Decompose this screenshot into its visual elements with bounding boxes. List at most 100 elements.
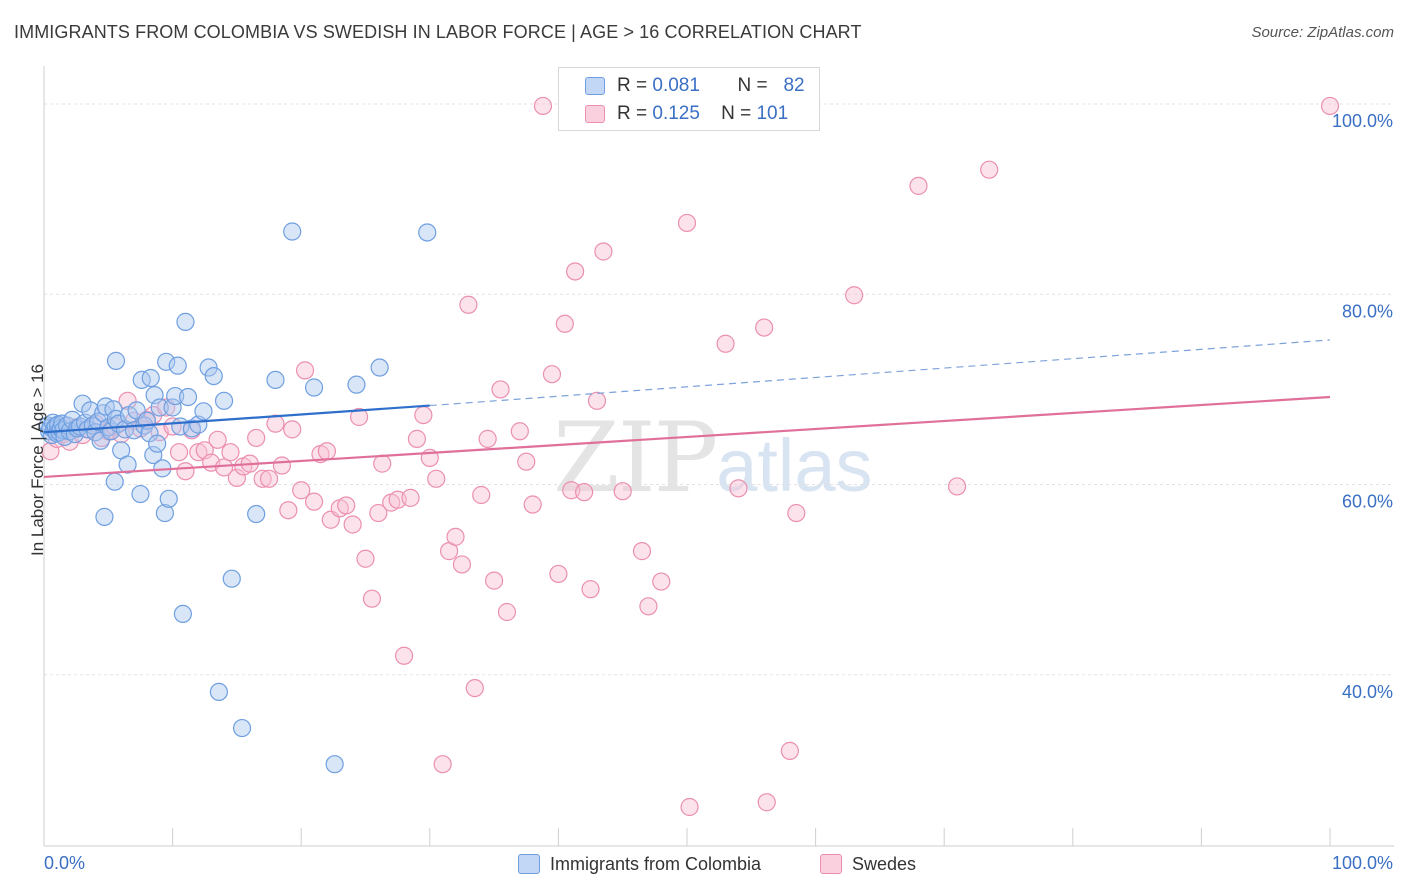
- swedes-point: [729, 479, 748, 498]
- colombia-point: [131, 484, 150, 504]
- swedes-point: [176, 462, 195, 481]
- colombia-point: [325, 755, 344, 774]
- swedes-point: [594, 242, 613, 261]
- swedes-point: [427, 469, 446, 488]
- swedes-point: [337, 496, 356, 515]
- colombia-point: [204, 366, 223, 386]
- bottom-legend-swatch-colombia: [518, 854, 540, 874]
- swedes-point: [221, 443, 240, 462]
- swedes-trend-line: [43, 395, 1331, 479]
- colombia-point: [247, 504, 266, 524]
- swedes-point: [680, 797, 699, 817]
- colombia-point: [418, 223, 437, 242]
- swedes-point: [980, 160, 999, 179]
- colombia-point: [194, 402, 213, 421]
- y-tick-label: 100.0%: [1332, 111, 1393, 131]
- bottom-legend-label-colombia: Immigrants from Colombia: [550, 853, 762, 874]
- swedes-point: [317, 442, 337, 461]
- swedes-point: [369, 503, 388, 523]
- swedes-point: [613, 482, 632, 501]
- y-tick-label: 40.0%: [1342, 682, 1393, 702]
- colombia-point: [370, 358, 389, 377]
- y-tick-label: 80.0%: [1342, 301, 1393, 321]
- colombia-point: [283, 222, 302, 241]
- colombia-point: [141, 368, 160, 388]
- swedes-point: [349, 407, 369, 427]
- swedes-point: [472, 485, 491, 505]
- tick-labels: 40.0% 60.0% 80.0% 100.0% 0.0% 100.0%: [44, 111, 1393, 873]
- swedes-point: [373, 454, 392, 473]
- swedes-point: [189, 443, 208, 462]
- colombia-trend-extension: [429, 339, 1331, 407]
- swedes-point: [542, 365, 562, 384]
- swedes-point: [575, 483, 594, 502]
- swedes-point: [279, 501, 298, 520]
- swedes-point: [909, 176, 928, 195]
- swedes-point: [787, 503, 806, 523]
- swedes-point: [253, 469, 272, 488]
- swedes-point: [433, 755, 452, 774]
- bottom-legend-label-swedes: Swedes: [852, 853, 917, 874]
- y-tick-label: 60.0%: [1342, 492, 1393, 512]
- swedes-point: [459, 295, 478, 314]
- swedes-point: [227, 468, 246, 487]
- swedes-point: [549, 564, 568, 584]
- swedes-point: [208, 430, 227, 449]
- colombia-point: [214, 391, 234, 410]
- legend-r-label: R =: [617, 103, 648, 124]
- legend-n-label: N =: [721, 103, 752, 124]
- legend-n-label: N =: [737, 75, 768, 96]
- legend-r-value: 0.125: [652, 103, 700, 124]
- swedes-point: [581, 580, 600, 599]
- swedes-point: [394, 646, 414, 665]
- legend-n-value: 82: [783, 75, 805, 96]
- colombia-trend-line: [43, 404, 430, 434]
- swedes-point: [292, 481, 311, 500]
- colombia-point: [157, 352, 176, 371]
- chart-title: IMMIGRANTS FROM COLOMBIA VS SWEDISH IN L…: [14, 22, 862, 42]
- colombia-point: [266, 370, 285, 390]
- swedes-point: [555, 314, 574, 333]
- swedes-point: [401, 488, 420, 507]
- swedes-point: [295, 361, 315, 380]
- swedes-point: [510, 422, 529, 441]
- swedes-point: [587, 391, 607, 410]
- swedes-point: [272, 456, 292, 475]
- watermark-atlas: atlas: [716, 424, 873, 507]
- swedes-point: [716, 334, 735, 353]
- colombia-point: [105, 472, 124, 491]
- colombia-point: [173, 604, 192, 624]
- trend-lines: [43, 339, 1331, 479]
- swedes-point: [356, 549, 375, 568]
- swedes-point: [652, 572, 671, 591]
- swedes-point: [1320, 96, 1340, 116]
- swedes-point: [639, 597, 658, 616]
- correlation-legend: R = 0.081 N = 82 R = 0.125 N = 101: [558, 67, 820, 131]
- swedes-point: [247, 428, 266, 448]
- colombia-points: [38, 222, 437, 774]
- legend-row-swedes: R = 0.125 N = 101: [585, 102, 788, 126]
- swedes-point: [755, 318, 774, 337]
- swedes-point: [485, 571, 504, 590]
- watermark-zip: ZIP: [553, 402, 718, 514]
- swedes-point: [523, 495, 542, 514]
- colombia-point: [88, 412, 108, 431]
- swedes-point: [414, 405, 433, 425]
- x-tick-label: 0.0%: [44, 853, 85, 873]
- grid-lines: [44, 103, 1394, 676]
- legend-r-label: R =: [617, 75, 648, 96]
- swedes-point: [632, 542, 652, 561]
- legend-r-value: 0.081: [652, 75, 700, 96]
- swedes-points: [41, 96, 1340, 817]
- bottom-legend-swatch-swedes: [820, 854, 842, 874]
- colombia-point: [166, 386, 185, 406]
- swedes-point: [677, 213, 697, 233]
- swedes-point: [845, 286, 864, 305]
- colombia-point: [176, 312, 195, 331]
- bottom-legend-swedes: Swedes: [820, 852, 916, 876]
- colombia-point: [144, 445, 163, 465]
- legend-row-colombia: R = 0.081 N = 82: [585, 74, 805, 98]
- colombia-point: [163, 398, 182, 417]
- swedes-point: [497, 602, 517, 622]
